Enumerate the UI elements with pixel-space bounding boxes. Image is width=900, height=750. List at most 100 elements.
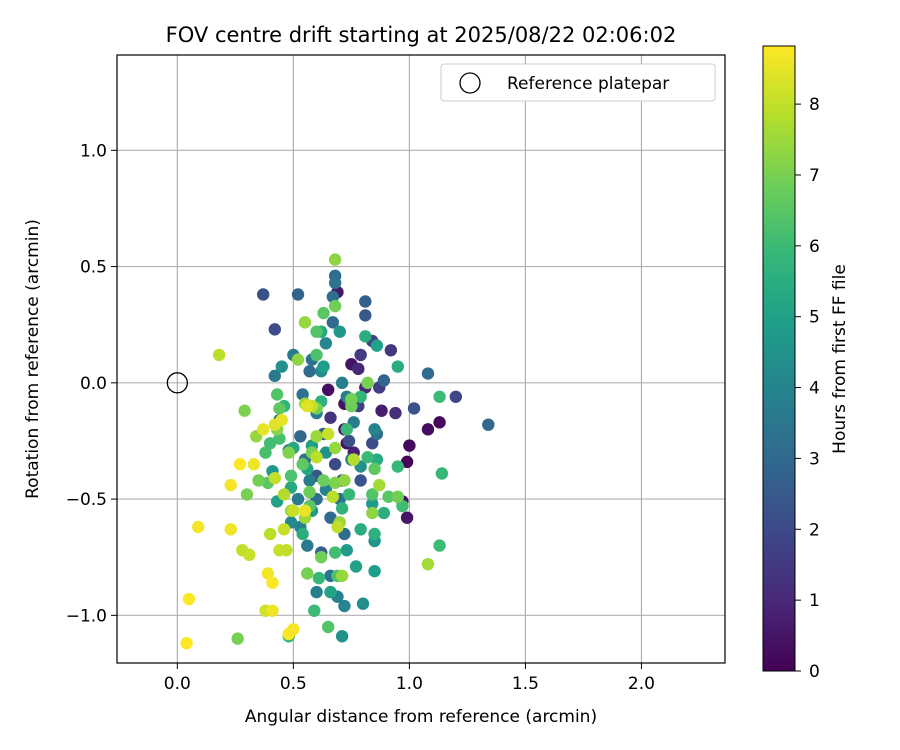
scatter-point xyxy=(256,288,270,301)
scatter-point xyxy=(354,474,367,487)
scatter-point xyxy=(266,576,279,589)
scatter-point xyxy=(291,492,305,506)
scatter-point xyxy=(238,404,251,417)
scatter-point xyxy=(361,451,374,464)
colorbar-tick-label: 2 xyxy=(809,520,820,540)
scatter-point xyxy=(240,488,254,501)
y-axis-ticks: −1.0 −0.5 0.0 0.5 1.0 xyxy=(66,141,117,626)
scatter-point xyxy=(359,309,372,322)
scatter-point xyxy=(373,478,386,492)
scatter-point xyxy=(349,560,363,573)
scatter-point xyxy=(287,623,300,636)
scatter-point xyxy=(382,490,395,503)
scatter-point xyxy=(317,360,330,373)
x-tick-label: 0.5 xyxy=(280,674,307,694)
colorbar xyxy=(762,45,796,672)
scatter-point xyxy=(328,441,342,455)
x-axis-ticks: 0.0 0.5 1.0 1.5 2.0 xyxy=(164,663,655,694)
scatter-point xyxy=(268,369,282,383)
scatter-point xyxy=(391,360,404,373)
scatter-point xyxy=(317,306,330,320)
scatter-point xyxy=(333,325,346,338)
y-tick-label: 0.5 xyxy=(80,258,107,278)
scatter-point xyxy=(291,353,305,366)
scatter-point xyxy=(328,476,342,490)
x-axis-label: Angular distance from reference (arcmin) xyxy=(245,707,597,727)
scatter-point xyxy=(396,499,409,513)
scatter-point xyxy=(317,474,330,487)
scatter-point xyxy=(310,348,323,362)
scatter-point xyxy=(335,569,349,583)
scatter-point xyxy=(338,599,351,613)
scatter-point xyxy=(212,348,226,362)
scatter-point xyxy=(273,432,286,445)
scatter-point xyxy=(261,567,275,580)
colorbar-ticks: 0 1 2 3 4 5 6 7 8 xyxy=(795,95,820,682)
scatter-point xyxy=(347,453,360,466)
scatter-point xyxy=(275,413,288,427)
scatter-point xyxy=(310,585,323,599)
scatter-point xyxy=(482,418,495,431)
scatter-point xyxy=(266,604,279,617)
scatter-point xyxy=(326,290,340,304)
scatter-point xyxy=(354,523,367,536)
scatter-point xyxy=(324,585,337,599)
scatter-point xyxy=(335,630,349,643)
scatter-point xyxy=(366,488,379,501)
scatter-point xyxy=(301,399,314,413)
scatter-point xyxy=(301,539,314,552)
scatter-point xyxy=(275,360,288,373)
scatter-point xyxy=(342,434,356,448)
scatter-point xyxy=(252,474,265,487)
scatter-point xyxy=(310,325,323,338)
scatter-point xyxy=(303,474,316,487)
scatter-point xyxy=(324,511,337,524)
x-tick-label: 1.0 xyxy=(396,674,423,694)
scatter-point xyxy=(338,474,351,487)
scatter-point xyxy=(298,504,312,517)
scatter-point xyxy=(328,458,342,471)
scatter-point xyxy=(375,404,388,417)
scatter-point xyxy=(312,571,326,585)
scatter-point xyxy=(354,390,367,403)
scatter-point xyxy=(296,527,309,541)
scatter-point xyxy=(335,502,349,515)
scatter-point xyxy=(403,439,416,452)
y-tick-label: −1.0 xyxy=(66,606,107,626)
y-axis-label: Rotation from reference (arcmin) xyxy=(23,219,43,499)
scatter-point xyxy=(277,523,291,536)
scatter-point xyxy=(366,506,379,520)
scatter-point xyxy=(342,488,356,501)
scatter-point xyxy=(368,564,381,578)
scatter-point xyxy=(224,523,237,536)
scatter-point xyxy=(273,402,286,415)
legend-marker-icon xyxy=(459,72,481,94)
scatter-point xyxy=(328,253,342,266)
scatter-point xyxy=(400,511,414,524)
scatter-point xyxy=(310,451,323,464)
y-tick-label: 1.0 xyxy=(80,141,107,161)
scatter-point xyxy=(310,430,323,443)
scatter-point xyxy=(326,316,340,329)
colorbar-label: Hours from first FF file xyxy=(830,264,850,454)
colorbar-tick-label: 0 xyxy=(809,662,820,682)
scatter-point xyxy=(233,458,247,471)
scatter-point xyxy=(259,446,272,459)
scatter-point xyxy=(319,337,333,350)
scatter-point xyxy=(345,392,358,406)
scatter-point xyxy=(328,546,342,559)
scatter-point xyxy=(389,406,402,420)
x-tick-label: 0.0 xyxy=(164,674,191,694)
scatter-point xyxy=(277,488,291,501)
scatter-point xyxy=(391,460,404,473)
scatter-point xyxy=(303,485,316,499)
scatter-point xyxy=(231,632,244,645)
scatter-point xyxy=(287,504,300,517)
scatter-point xyxy=(247,458,261,471)
x-tick-label: 1.5 xyxy=(512,674,539,694)
scatter-point xyxy=(421,367,435,380)
scatter-point xyxy=(321,620,335,634)
scatter-point xyxy=(400,455,414,469)
scatter-point xyxy=(449,390,463,403)
